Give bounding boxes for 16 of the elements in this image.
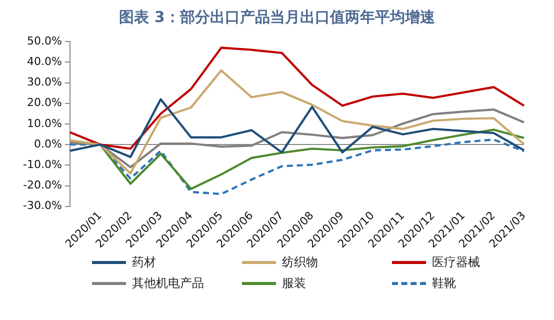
y-tick-label: -30.0% [22,199,62,212]
legend-label: 药材 [132,254,156,271]
y-tick-label: -10.0% [22,158,62,172]
y-tick-label: 30.0% [26,76,62,89]
legend-label: 纺织物 [282,254,318,271]
legend-label: 鞋靴 [432,275,456,292]
legend-label: 医疗器械 [432,254,480,271]
y-tick-label: -20.0% [22,178,62,192]
y-tick-label: 0.0% [34,137,62,150]
legend-label: 其他机电产品 [132,275,204,292]
chart-title: 图表 3：部分出口产品当月出口值两年平均增速 [118,7,436,28]
y-tick-label: 50.0% [26,34,62,48]
y-tick-label: 40.0% [26,55,62,68]
y-tick-label: 10.0% [26,116,62,130]
legend-label: 服装 [282,275,306,292]
y-tick-label: 20.0% [26,96,62,110]
